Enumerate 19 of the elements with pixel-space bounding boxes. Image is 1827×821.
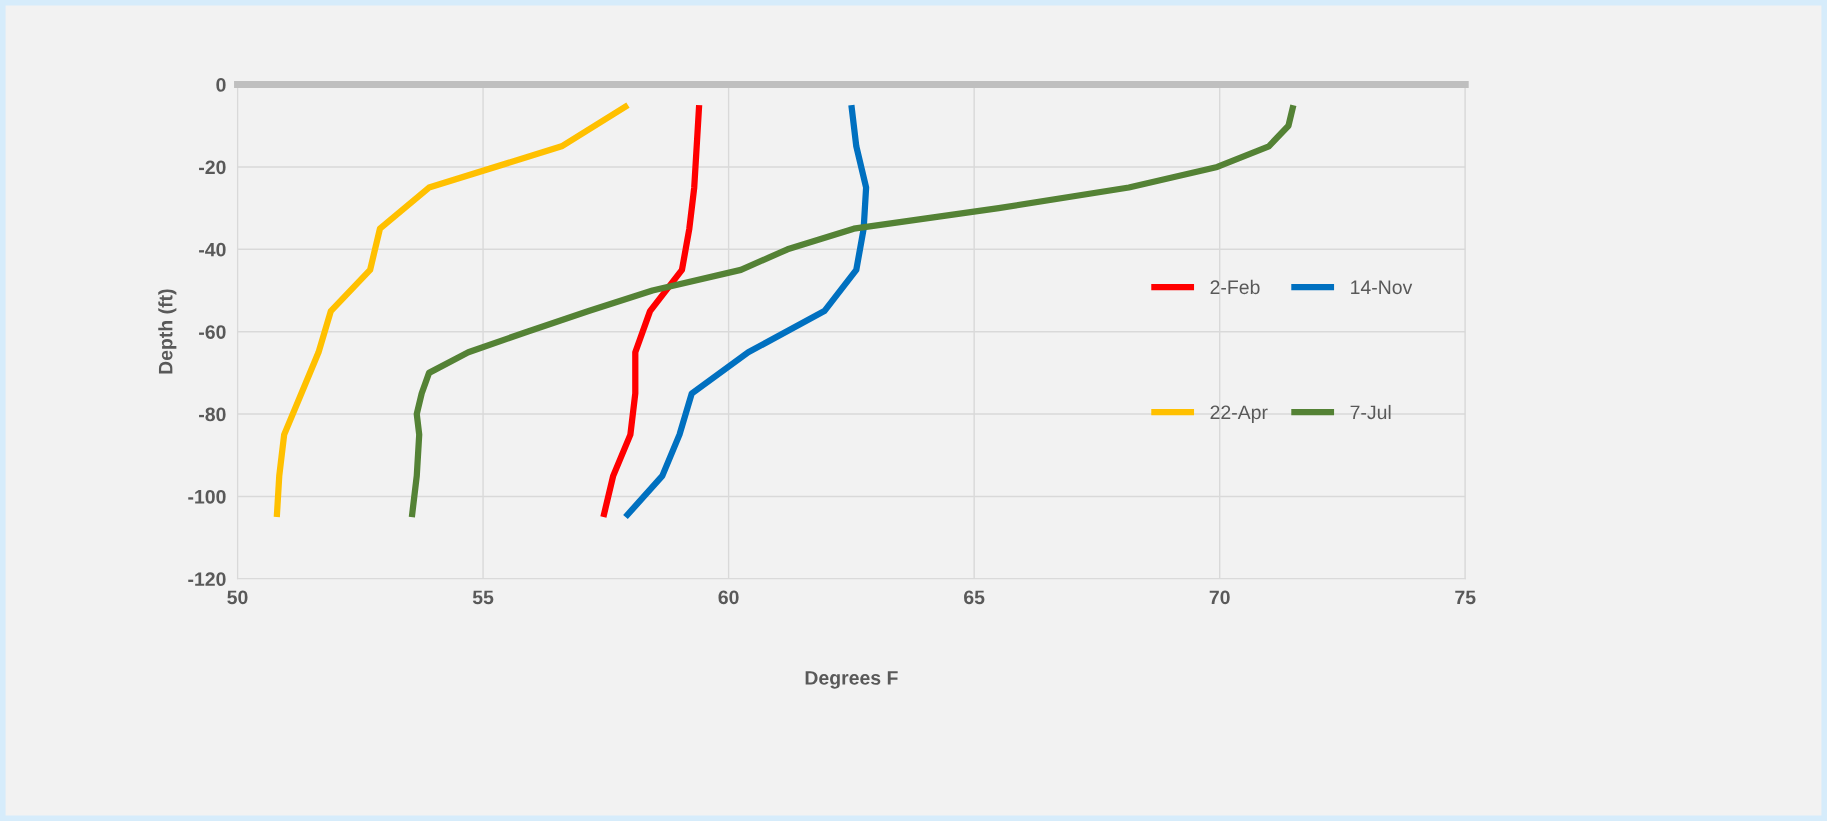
x-tick-label: 75 [1455,590,1476,605]
y-tick-label: -20 [199,160,226,175]
y-tick-label: -80 [199,407,226,422]
x-tick-label: 55 [472,590,494,605]
y-tick-label: 0 [216,78,226,92]
x-axis-title: Degrees F [805,671,898,689]
x-tick-label: 65 [964,590,985,605]
y-tick-label: -100 [188,489,226,504]
legend-label: 2-Feb [1210,279,1260,295]
x-tick-label: 60 [718,590,739,605]
y-tick-label: -40 [199,242,226,257]
legend-label: 7-Jul [1350,404,1391,420]
legend-label: 22-Apr [1210,405,1268,424]
y-tick-label: -60 [199,325,226,339]
y-tick-label: -120 [188,572,226,587]
y-axis-title: Depth (ft) [158,289,177,374]
x-tick-label: 70 [1209,590,1230,605]
legend-label: 14-Nov [1351,280,1413,295]
x-tick-label: 50 [227,590,248,605]
